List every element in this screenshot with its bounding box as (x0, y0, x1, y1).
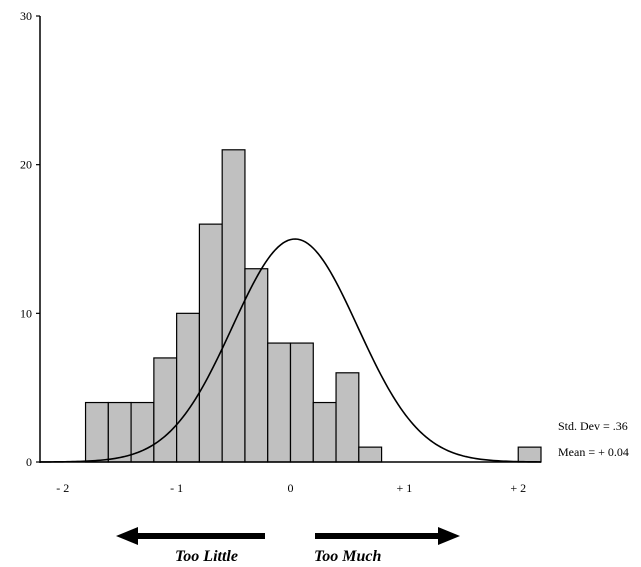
histogram-bar (84, 401, 109, 463)
std-dev-label: Std. Dev = .36 (558, 419, 628, 433)
curve-layer (39, 238, 542, 463)
normal-curve (39, 238, 542, 463)
histogram-bar (517, 446, 542, 463)
x-tick-label: + 2 (510, 481, 526, 495)
histogram-bar (153, 357, 178, 463)
x-tick-label: + 1 (396, 481, 412, 495)
histogram-bar (244, 268, 269, 463)
too-little-label: Too Little (175, 548, 238, 565)
y-tick-label: 10 (20, 306, 32, 320)
x-tick-label: - 1 (170, 481, 183, 495)
axis-layer: 0 10 20 30 - 2 - 1 0 + 1 + 2 (20, 9, 541, 495)
histogram-bar (312, 401, 337, 463)
histogram-bar (198, 223, 223, 463)
too-much-arrow-head (438, 527, 460, 545)
bars-layer (84, 149, 542, 463)
histogram-bar (358, 446, 383, 463)
too-little-arrow-head (116, 527, 138, 545)
histogram-bar (335, 372, 360, 463)
x-tick-label: - 2 (56, 481, 69, 495)
histogram-bar (107, 401, 132, 463)
mean-label: Mean = + 0.04 (558, 445, 629, 459)
histogram-bar (267, 342, 292, 463)
y-tick-label: 30 (20, 9, 32, 23)
too-much-label: Too Much (314, 548, 382, 565)
histogram-bar (289, 342, 314, 463)
arrows-layer (116, 527, 460, 545)
histogram-bar (176, 312, 201, 463)
y-tick-label: 20 (20, 158, 32, 172)
y-tick-label: 0 (26, 455, 32, 469)
x-tick-label: 0 (288, 481, 294, 495)
